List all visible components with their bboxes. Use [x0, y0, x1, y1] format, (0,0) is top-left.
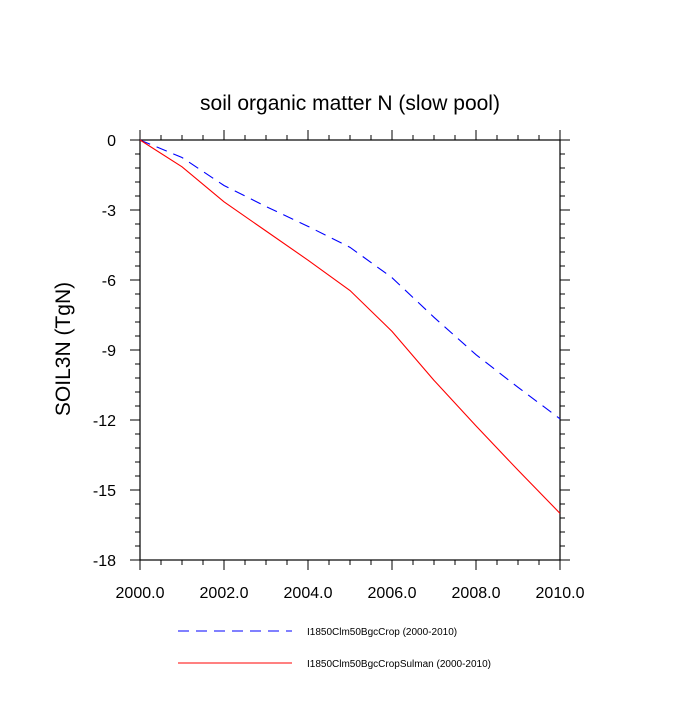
x-tick-label: 2002.0 [200, 585, 249, 602]
y-tick-label: -12 [93, 413, 116, 430]
legend-label-1: I1850Clm50BgcCrop (2000-2010) [307, 627, 457, 638]
series-line-2 [139, 139, 561, 514]
x-tick-label: 2010.0 [536, 585, 585, 602]
y-tick-label: -3 [102, 203, 116, 220]
y-tick-label: -6 [102, 273, 116, 290]
y-tick-label: -18 [93, 553, 116, 570]
series-line-1 [139, 139, 561, 420]
x-tick-label: 2006.0 [368, 585, 417, 602]
plot-area: 2000.0 2002.0 2004.0 2006.0 2008.0 2010.0 0 -3 -… [93, 130, 585, 602]
y-tick-label: -9 [102, 343, 116, 360]
y-tick-label: 0 [107, 133, 116, 150]
chart-title: soil organic matter N (slow pool) [200, 92, 500, 115]
legend-label-2: I1850Clm50BgcCropSulman (2000-2010) [307, 659, 491, 670]
legend: I1850Clm50BgcCrop (2000-2010) I1850Clm50B… [178, 627, 491, 670]
y-tick-label: -15 [93, 483, 116, 500]
x-tick-label: 2004.0 [284, 585, 333, 602]
x-tick-label: 2000.0 [116, 585, 165, 602]
x-tick-label: 2008.0 [452, 585, 501, 602]
plot-frame [139, 139, 561, 561]
y-axis-label: SOIL3N (TgN) [52, 282, 75, 416]
